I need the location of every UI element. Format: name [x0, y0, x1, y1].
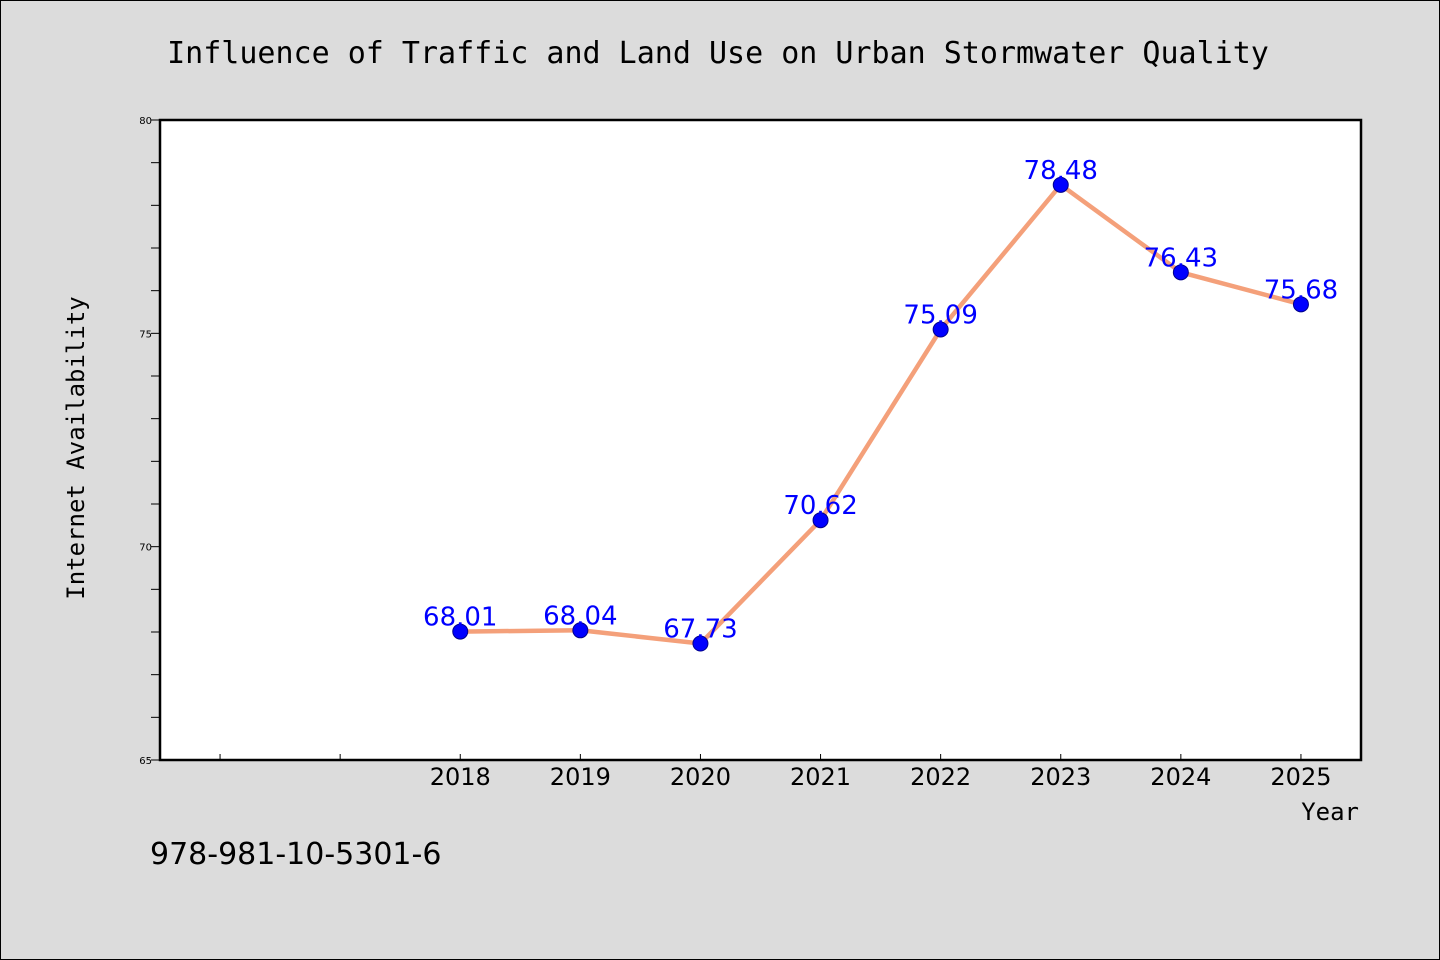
- data-point: [1172, 264, 1189, 281]
- data-label: 76.43: [1144, 243, 1218, 273]
- y-tick-label: 80: [139, 116, 152, 127]
- data-label: 68.01: [423, 603, 497, 633]
- x-tick-label: 2020: [670, 763, 731, 791]
- x-tick-label: 2023: [1030, 763, 1091, 791]
- y-axis: 65 70 75 80: [139, 116, 160, 767]
- data-point: [812, 512, 829, 529]
- data-point: [692, 635, 709, 652]
- data-point: [452, 623, 469, 640]
- x-tick-label: 2018: [430, 763, 491, 791]
- y-tick-label: 75: [139, 329, 152, 340]
- y-axis-label: Internet Availability: [62, 296, 90, 599]
- isbn-text: 978-981-10-5301-6: [150, 837, 441, 872]
- x-tick-label: 2025: [1270, 763, 1331, 791]
- data-label: 67.73: [663, 615, 737, 645]
- data-label: 68.04: [543, 601, 617, 631]
- data-point: [932, 321, 949, 338]
- x-tick-label: 2021: [790, 763, 851, 791]
- data-label-layer: 68.01 68.04 67.73 70.62 75.09 78.48 76.43 75.68: [423, 156, 1338, 645]
- data-point: [572, 622, 589, 639]
- x-axis: 2018 2019 2020 2021 2022 2023 2024 2025: [219, 754, 1331, 791]
- data-label: 78.48: [1024, 156, 1098, 186]
- data-point: [1292, 296, 1309, 313]
- y-tick-label: 65: [139, 756, 152, 767]
- chart-title: Influence of Traffic and Land Use on Urb…: [167, 36, 1269, 71]
- data-label: 75.68: [1264, 275, 1338, 305]
- x-tick-label: 2024: [1150, 763, 1211, 791]
- data-label: 75.09: [903, 300, 977, 330]
- data-point: [1052, 176, 1069, 193]
- x-tick-label: 2019: [550, 763, 611, 791]
- y-tick-label: 70: [139, 543, 152, 554]
- data-label: 70.62: [783, 491, 857, 521]
- x-axis-label: Year: [1301, 798, 1359, 826]
- x-tick-label: 2022: [910, 763, 971, 791]
- series-layer: [452, 176, 1309, 652]
- series-line: [458, 182, 1304, 646]
- plot-area: [158, 118, 1363, 762]
